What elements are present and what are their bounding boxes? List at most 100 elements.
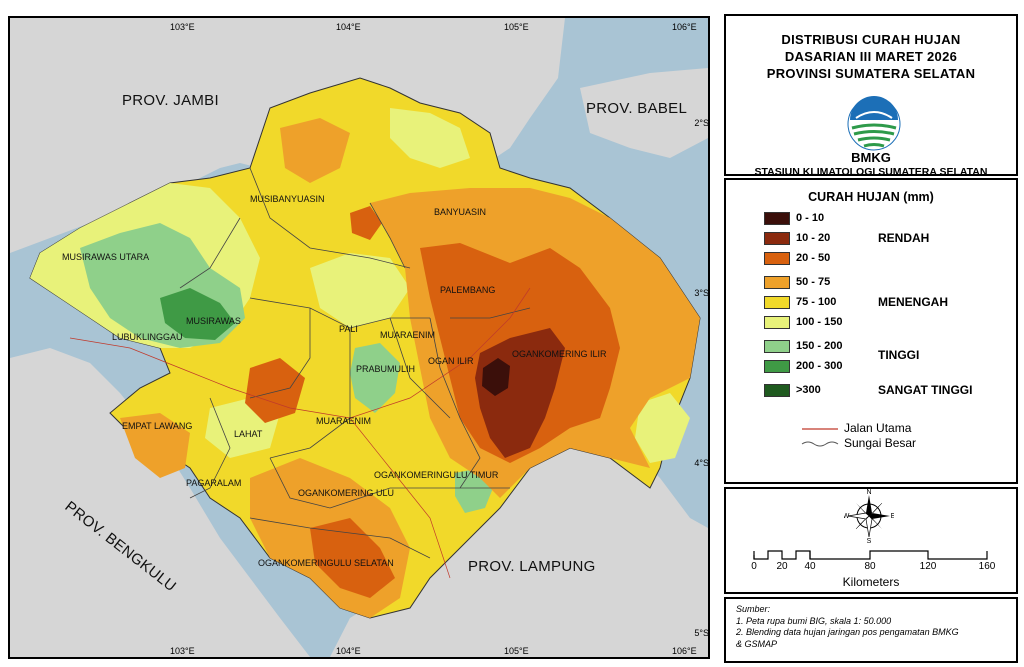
zone-20-50-north [350, 206, 382, 240]
lon-label-106-bottom: 106°E [672, 646, 697, 656]
zone-20-50-south [310, 518, 395, 598]
legend-swatch-200-300 [764, 360, 790, 373]
lon-label-103-bottom: 103°E [170, 646, 195, 656]
legend-category-rendah: RENDAH [878, 231, 930, 245]
legend-category-tinggi: TINGGI [878, 348, 920, 362]
legend-label-50-75: 50 - 75 [796, 276, 831, 288]
lon-label-104: 104°E [336, 22, 361, 32]
label-lahat: LAHAT [234, 429, 263, 439]
label-empat-lawang: EMPAT LAWANG [122, 421, 193, 431]
label-musirawas-utara: MUSIRAWAS UTARA [62, 252, 150, 262]
zone-150-200-prabumulih [350, 343, 400, 413]
legend-swatch-50-75 [764, 276, 790, 289]
compass-w: W [844, 513, 850, 520]
road-line-icon [802, 428, 838, 430]
compass-n: N [866, 489, 871, 496]
label-pali: PALI [339, 324, 358, 334]
main-roads [69, 287, 531, 579]
source-heading: Sumber: [736, 604, 771, 614]
scale-tick-80: 80 [864, 561, 876, 572]
legend-label-300-plus: >300 [796, 384, 821, 396]
legend-label-10-20: 10 - 20 [796, 232, 831, 244]
legend-category-menengah: MENENGAH [878, 295, 949, 309]
legend-label-main-road: Jalan Utama [844, 421, 912, 435]
lon-label-105: 105°E [504, 22, 529, 32]
title-panel: DISTRIBUSI CURAH HUJAN DASARIAN III MARE… [724, 14, 1018, 178]
legend-label-0-10: 0 - 10 [796, 212, 825, 224]
legend-panel: CURAH HUJAN (mm) 0 - 10 10 - 20 20 - 50 … [724, 178, 1018, 484]
lon-label-103: 103°E [170, 22, 195, 32]
zone-150-200-east-coast [635, 393, 690, 463]
label-prov-lampung: PROV. LAMPUNG [468, 558, 596, 575]
legend-label-200-300: 200 - 300 [796, 360, 843, 372]
regency-boundaries [179, 167, 531, 559]
zone-50-75-southwest [120, 413, 190, 478]
legend-label-100-150: 100 - 150 [796, 316, 843, 328]
title-line-3: PROVINSI SUMATERA SELATAN [766, 66, 976, 81]
lat-label-4s: 4°S [694, 458, 709, 468]
zone-0-10-center [482, 358, 510, 396]
scale-tick-20: 20 [776, 561, 788, 572]
zone-50-75-north [280, 118, 350, 183]
lat-label-3s: 3°S [694, 288, 709, 298]
map-title: DISTRIBUSI CURAH HUJAN DASARIAN III MARE… [726, 31, 1016, 82]
label-palembang: PALEMBANG [440, 285, 496, 295]
legend-swatch-150-200 [764, 340, 790, 353]
label-musibanyuasin: MUSIBANYUASIN [250, 194, 325, 204]
source-panel: Sumber: 1. Peta rupa bumi BIG, skala 1: … [724, 597, 1018, 663]
bmkg-logo-icon [847, 96, 901, 151]
agency-name: STASIUN KLIMATOLOGI SUMATERA SELATAN [754, 166, 988, 178]
legend-label-river: Sungai Besar [844, 436, 917, 450]
legend-swatch-20-50 [764, 252, 790, 265]
compass-s: S [867, 538, 872, 543]
label-musirawas: MUSIRAWAS [186, 316, 241, 326]
neighbor-land-babel [580, 68, 708, 158]
label-muaraenim-south: MUARAENIM [316, 416, 372, 426]
label-muaraenim-north: MUARAENIM [380, 330, 436, 340]
scale-tick-0: 0 [751, 561, 757, 572]
scale-tick-120: 120 [919, 561, 937, 572]
neighbor-land-bengkulu [10, 348, 310, 657]
source-line-1: 1. Peta rupa bumi BIG, skala 1: 50.000 [736, 615, 892, 626]
legend-swatch-10-20 [764, 232, 790, 245]
compass-rose-icon: N S W E [844, 489, 894, 543]
river-line-icon [801, 441, 839, 447]
label-ogan-ilir: OGAN ILIR [428, 356, 474, 366]
label-ogankomeringulu-timur: OGANKOMERINGULU TIMUR [374, 470, 499, 480]
map-canvas [10, 18, 708, 657]
legend-label-75-100: 75 - 100 [796, 296, 837, 308]
legend-category-sangat-tinggi: SANGAT TINGGI [878, 383, 973, 397]
label-prov-jambi: PROV. JAMBI [122, 92, 219, 109]
source-line-3: & GSMAP [736, 638, 778, 649]
neighbor-land-lampung [330, 438, 708, 657]
lon-label-105-bottom: 105°E [504, 646, 529, 656]
zone-100-150-north [390, 108, 470, 168]
scale-bar [753, 550, 988, 560]
compass-e: E [891, 513, 894, 520]
zone-20-50-west [245, 358, 305, 423]
scale-tick-40: 40 [804, 561, 816, 572]
title-line-2: DASARIAN III MARET 2026 [784, 49, 958, 64]
legend-swatch-75-100 [764, 296, 790, 309]
label-prov-babel: PROV. BABEL [586, 100, 688, 117]
source-line-2: 2. Blending data hujan jaringan pos peng… [736, 627, 959, 637]
label-ogankomering-ilir: OGANKOMERING ILIR [512, 349, 607, 359]
legend-label-20-50: 20 - 50 [796, 252, 831, 264]
label-pagaralam: PAGARALAM [186, 478, 242, 488]
lon-label-104-bottom: 104°E [336, 646, 361, 656]
legend-label-150-200: 150 - 200 [796, 340, 843, 352]
label-prabumulih: PRABUMULIH [356, 364, 416, 374]
scale-unit-label: Kilometers [842, 575, 900, 589]
legend-swatch-100-150 [764, 316, 790, 329]
scale-panel: N S W E 0 20 40 80 120 160 Kilometers [724, 487, 1018, 594]
lat-label-2s: 2°S [694, 118, 709, 128]
agency-acronym: BMKG [851, 150, 891, 165]
zone-100-150-center [310, 253, 410, 328]
label-ogankomeringulu-selatan: OGANKOMERINGULU SELATAN [258, 558, 394, 568]
title-line-1: DISTRIBUSI CURAH HUJAN [781, 32, 961, 47]
legend-title: CURAH HUJAN (mm) [808, 190, 934, 204]
label-banyuasin: BANYUASIN [434, 207, 487, 217]
label-ogankomering-ulu: OGANKOMERING ULU [298, 488, 395, 498]
lat-label-5s: 5°S [694, 628, 709, 638]
label-lubuklinggau: LUBUKLINGGAU [112, 332, 183, 342]
